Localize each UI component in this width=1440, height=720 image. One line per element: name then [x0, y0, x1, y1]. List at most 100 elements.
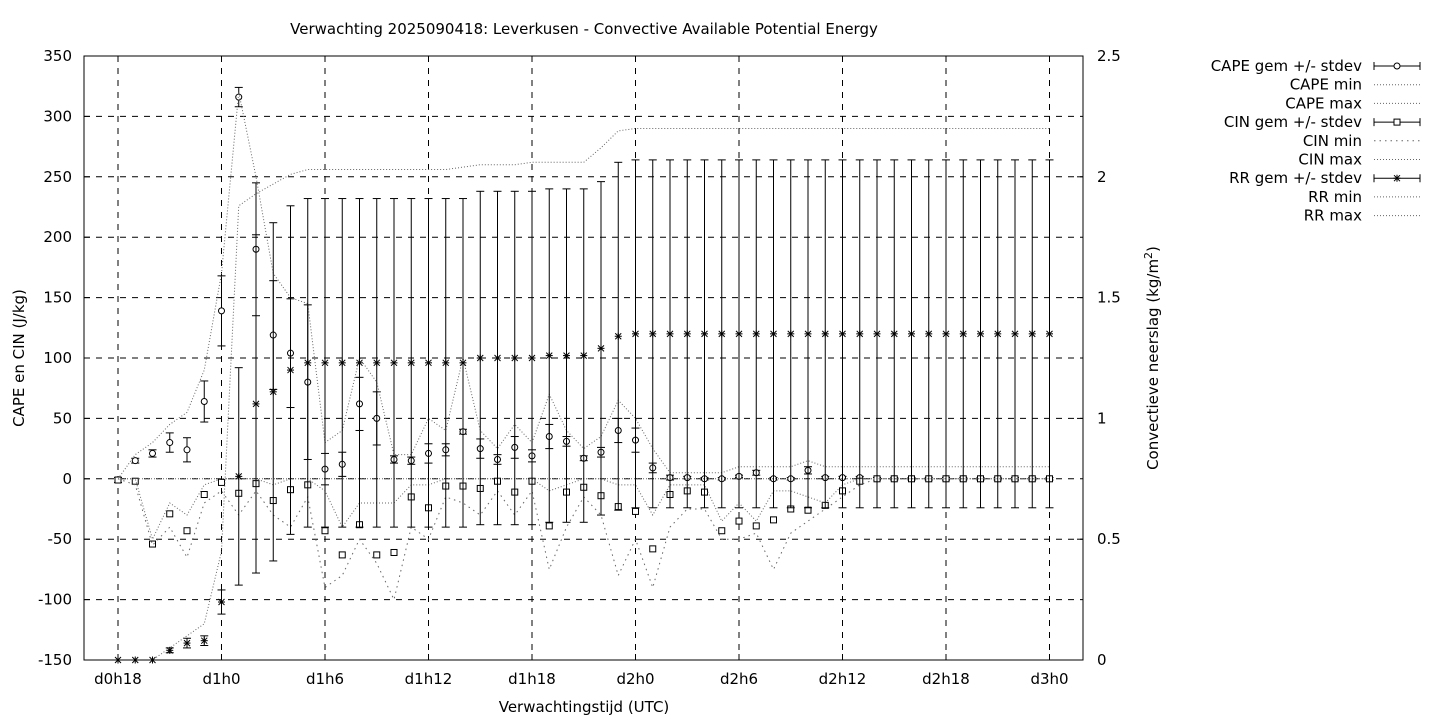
rr-gem-stdev-point [338, 359, 346, 367]
y-tick-label: 150 [43, 289, 72, 307]
cin-gem-stdev-point [649, 545, 657, 553]
x-tick-label: d1h12 [405, 670, 453, 688]
legend-label: CAPE gem +/- stdev [1211, 57, 1362, 75]
cin-gem-stdev-point [338, 551, 346, 559]
y2-tick-label: 0 [1097, 651, 1107, 669]
rr-gem-stdev-point [494, 354, 501, 362]
cin-gem-stdev-point [149, 540, 156, 548]
chart-title: Verwachting 2025090418: Leverkusen - Con… [290, 20, 878, 38]
cape-gem-stdev-point [149, 449, 156, 457]
cin-gem-stdev-point [114, 476, 122, 484]
legend-label: RR max [1304, 207, 1362, 225]
cin-gem-stdev-point [131, 477, 139, 485]
y-tick-label: 350 [43, 47, 72, 65]
rr-gem-stdev-point [287, 366, 294, 374]
legend-label: CIN max [1298, 151, 1362, 169]
rr-gem-stdev-point [580, 352, 588, 360]
legend-marker [1393, 174, 1401, 182]
x-tick-label: d1h0 [202, 670, 240, 688]
rr-gem-stdev-point [752, 330, 760, 338]
cape-gem-stdev-point [131, 457, 139, 465]
y-tick-label: 100 [43, 349, 72, 367]
rr-gem-stdev-point [701, 330, 708, 338]
y-tick-label: 250 [43, 168, 72, 186]
y-tick-label: 200 [43, 228, 72, 246]
legend-label: CAPE min [1290, 76, 1362, 94]
cape-gem-stdev-point [200, 397, 208, 405]
rr-gem-stdev-point [442, 359, 450, 367]
y2-axis-label-end: ) [1144, 246, 1162, 252]
x-tick-label: d2h6 [720, 670, 758, 688]
rr-gem-stdev-point [425, 359, 432, 367]
rr-gem-stdev-point [545, 352, 553, 360]
rr-gem-stdev-point [459, 359, 467, 367]
rr-gem-stdev-point [1028, 330, 1036, 338]
rr-gem-stdev-point [856, 330, 864, 338]
cin-gem-stdev-point [752, 522, 760, 530]
rr-gem-stdev-point [959, 330, 967, 338]
x-tick-label: d0h18 [94, 670, 142, 688]
cin-gem-stdev-point [718, 527, 726, 535]
rr-gem-stdev-point [373, 359, 381, 367]
cin-gem-stdev-point [183, 527, 191, 535]
y2-tick-label: 2 [1097, 168, 1107, 186]
rr-gem-stdev-point [218, 598, 225, 606]
rr-gem-stdev-point [821, 330, 829, 338]
series-rr-max [118, 127, 1050, 661]
rr-gem-stdev-point [166, 646, 174, 654]
series-rr-gem-stdev [114, 159, 1054, 664]
legend-marker [1393, 118, 1401, 126]
y2-tick-label: 2.5 [1097, 47, 1121, 65]
rr-gem-stdev-point [1046, 330, 1053, 338]
rr-gem-stdev-point [528, 354, 536, 362]
y2-tick-label: 0.5 [1097, 530, 1121, 548]
rr-gem-stdev-point [718, 330, 726, 338]
y-tick-label: -100 [38, 591, 72, 609]
x-tick-label: d2h12 [819, 670, 867, 688]
rr-gem-stdev-point [304, 359, 312, 367]
cape-gem-stdev-point [166, 439, 174, 447]
rr-gem-stdev-point [269, 388, 277, 396]
rr-gem-stdev-point [735, 330, 743, 338]
rr-gem-stdev-point [252, 400, 260, 408]
y2-axis-label-sup: 2 [1142, 252, 1155, 259]
plot-series [114, 86, 1054, 664]
rr-gem-stdev-point [200, 637, 208, 645]
y2-axis-label-main: Convectieve neerslag (kg/m [1144, 259, 1162, 470]
x-tick-label: d3h0 [1030, 670, 1068, 688]
rr-gem-stdev-point [476, 354, 484, 362]
rr-gem-stdev-point [977, 330, 984, 338]
rr-gem-stdev-point [321, 359, 329, 367]
cin-gem-stdev-point [390, 548, 398, 556]
rr-gem-stdev-point [839, 330, 846, 338]
legend-label: CIN gem +/- stdev [1224, 113, 1362, 131]
x-tick-label: d1h18 [508, 670, 556, 688]
rr-gem-stdev-point [183, 639, 191, 647]
rr-gem-stdev-point [511, 354, 519, 362]
x-tick-label: d2h0 [616, 670, 654, 688]
legend-label: CIN min [1303, 132, 1362, 150]
legend-label: CAPE max [1285, 94, 1362, 112]
rr-gem-stdev-point [994, 330, 1002, 338]
rr-gem-stdev-point [597, 344, 605, 352]
y-tick-label: 0 [62, 470, 72, 488]
rr-gem-stdev-point [356, 359, 363, 367]
rr-gem-stdev-point [649, 330, 657, 338]
rr-gem-stdev-point [787, 330, 795, 338]
x-axis-label: Verwachtingstijd (UTC) [499, 698, 670, 716]
x-tick-label: d2h18 [922, 670, 970, 688]
rr-max-line [118, 127, 1050, 661]
cin-gem-stdev-point [166, 510, 174, 518]
cin-gem-stdev-point [632, 507, 639, 515]
cin-gem-stdev-point [321, 527, 329, 535]
y-axis-label: CAPE en CIN (J/kg) [10, 289, 28, 427]
rr-gem-stdev-point [873, 330, 881, 338]
rr-gem-stdev-point [407, 359, 415, 367]
rr-gem-stdev-point [683, 330, 691, 338]
y-axis-right: 0 0.5 1 1.5 2 2.5 [1077, 47, 1121, 669]
y-tick-label: 300 [43, 107, 72, 125]
legend-label: RR gem +/- stdev [1229, 169, 1362, 187]
y-tick-label: -150 [38, 651, 72, 669]
rr-gem-stdev-point [666, 330, 674, 338]
